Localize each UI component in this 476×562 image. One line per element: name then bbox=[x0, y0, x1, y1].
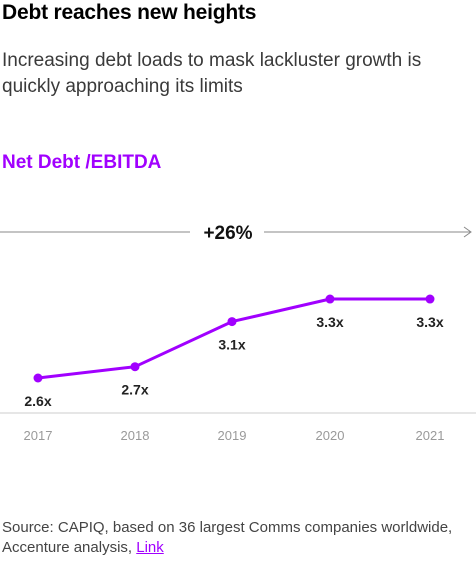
chart-subtitle: Increasing debt loads to mask lackluster… bbox=[2, 50, 422, 97]
data-point-2020 bbox=[325, 294, 335, 304]
x-tick-label-2018: 2018 bbox=[121, 428, 150, 443]
data-label-2021: 3.3x bbox=[416, 314, 443, 330]
x-tick-label-2019: 2019 bbox=[218, 428, 247, 443]
data-point-2019 bbox=[227, 317, 237, 327]
data-point-2017 bbox=[33, 373, 43, 383]
data-label-2020: 3.3x bbox=[316, 314, 343, 330]
x-tick-label-2020: 2020 bbox=[316, 428, 345, 443]
metric-label: Net Debt /EBITDA bbox=[2, 152, 162, 173]
source-text: Source: CAPIQ, based on 36 largest Comms… bbox=[2, 519, 453, 556]
x-tick-label-2017: 2017 bbox=[24, 428, 53, 443]
source-link[interactable]: Link bbox=[136, 539, 164, 556]
data-point-2018 bbox=[130, 362, 140, 372]
data-label-2018: 2.7x bbox=[121, 382, 148, 398]
annotation-arrowhead bbox=[463, 226, 472, 238]
growth-annotation: +26% bbox=[203, 223, 252, 244]
data-point-2021 bbox=[425, 294, 435, 304]
line-chart: +26% 2.6x 2.7x 3.1x 3.3x 3.3x 2017 2018 2019 2020… bbox=[0, 223, 476, 443]
x-tick-label-2021: 2021 bbox=[416, 428, 445, 443]
chart-title: Debt reaches new heights bbox=[2, 1, 257, 24]
data-label-2017: 2.6x bbox=[24, 393, 51, 409]
source-note: Source: CAPIQ, based on 36 largest Comms… bbox=[2, 518, 470, 558]
data-label-2019: 3.1x bbox=[218, 337, 245, 353]
